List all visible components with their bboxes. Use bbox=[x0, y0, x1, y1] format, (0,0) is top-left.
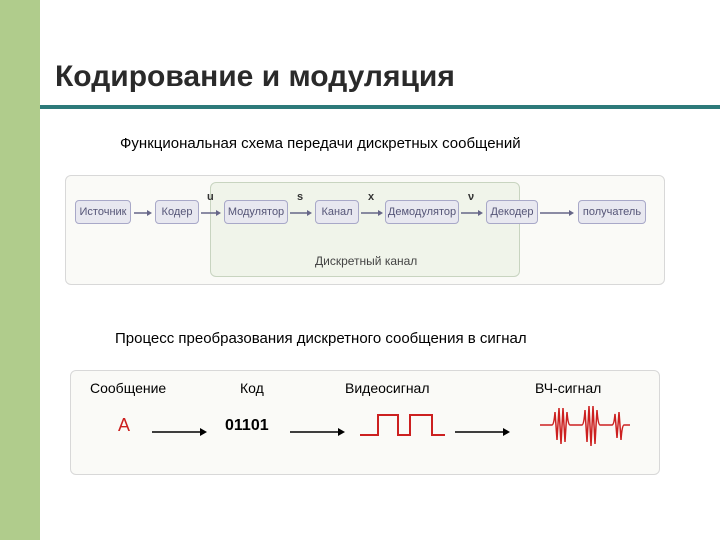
chain-block-6: получатель bbox=[578, 200, 646, 224]
chain-block-4: Демодулятор bbox=[385, 200, 459, 224]
chain-block-3: Канал bbox=[315, 200, 359, 224]
chain-block-1: Кодер bbox=[155, 200, 199, 224]
process-header-2: Видеосигнал bbox=[345, 380, 430, 396]
discrete-channel-label: Дискретный канал bbox=[315, 254, 417, 268]
chain-arrow-4 bbox=[461, 208, 483, 216]
chain-block-0: Источник bbox=[75, 200, 131, 224]
process-arrow-0 bbox=[152, 425, 207, 443]
chain-arrow-label-1: u bbox=[207, 191, 214, 203]
process-arrow-1 bbox=[290, 425, 345, 443]
chain-arrow-1 bbox=[201, 208, 221, 216]
chain-arrow-5 bbox=[540, 208, 574, 216]
process-header-1: Код bbox=[240, 380, 264, 396]
process-arrow-2 bbox=[455, 425, 510, 443]
chain-block-5: Декодер bbox=[486, 200, 538, 224]
process-header-0: Сообщение bbox=[90, 380, 166, 396]
videosignal-waveform bbox=[360, 405, 445, 445]
subtitle-functional-scheme: Функциональная схема передачи дискретных… bbox=[120, 135, 521, 152]
chain-arrow-3 bbox=[361, 208, 383, 216]
chain-block-2: Модулятор bbox=[224, 200, 288, 224]
message-symbol: A bbox=[118, 415, 130, 436]
code-text: 01101 bbox=[225, 417, 269, 435]
chain-arrow-0 bbox=[134, 208, 152, 216]
page-title: Кодирование и модуляция bbox=[55, 60, 455, 94]
title-underline bbox=[40, 105, 720, 109]
rf-signal-waveform bbox=[540, 400, 630, 450]
chain-arrow-label-2: s bbox=[297, 191, 303, 203]
chain-arrow-label-3: x bbox=[368, 191, 374, 203]
process-header-3: ВЧ-сигнал bbox=[535, 380, 601, 396]
left-accent-stripe bbox=[0, 0, 40, 540]
chain-arrow-label-4: ν bbox=[468, 191, 474, 203]
subtitle-process: Процесс преобразования дискретного сообщ… bbox=[115, 330, 527, 347]
chain-arrow-2 bbox=[290, 208, 312, 216]
